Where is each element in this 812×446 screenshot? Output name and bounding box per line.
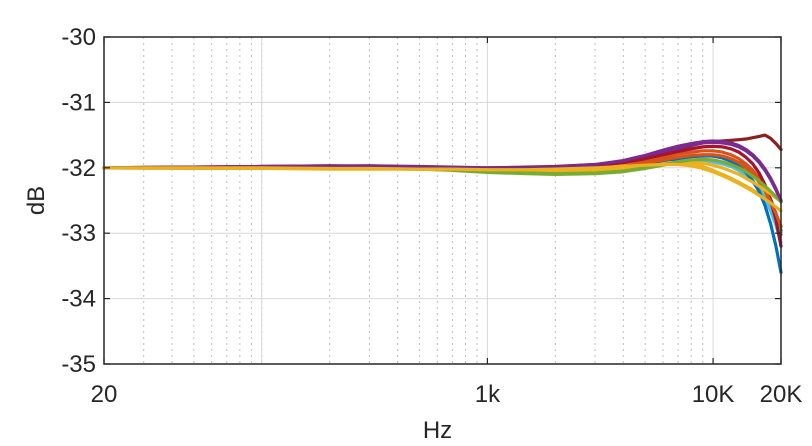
series-line-9 <box>102 153 783 275</box>
x-tick-label: 20K <box>760 381 803 408</box>
series-line-5 <box>102 160 783 229</box>
x-tick-label: 20 <box>91 381 118 408</box>
ticks <box>103 36 782 365</box>
series-line-13 <box>102 139 783 203</box>
y-tick-label: -30 <box>61 24 96 51</box>
y-tick-label: -35 <box>61 351 96 378</box>
y-axis-label: dB <box>23 186 50 215</box>
plot-frame <box>103 36 782 365</box>
y-tick-label: -34 <box>61 286 96 313</box>
tick-labels: 20 1k 10K 20K -35 -34 -33 -32 -31 -30 <box>61 24 802 408</box>
series-line-14 <box>102 162 783 213</box>
series-group <box>102 133 783 275</box>
x-tick-label: 10K <box>692 381 735 408</box>
series-line-6 <box>102 159 783 235</box>
grid <box>104 37 781 364</box>
y-tick-label: -32 <box>61 155 96 182</box>
x-tick-label: 1k <box>475 381 501 408</box>
y-tick-label: -33 <box>61 220 96 247</box>
y-tick-label: -31 <box>61 89 96 116</box>
x-axis-label: Hz <box>423 417 452 444</box>
series-line-7 <box>102 159 783 244</box>
